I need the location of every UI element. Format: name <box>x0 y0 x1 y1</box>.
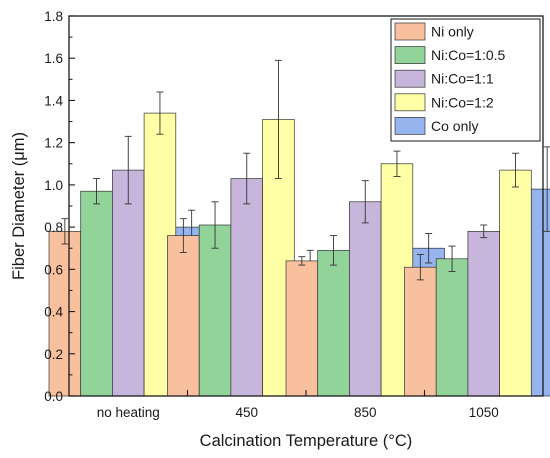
x-axis-title: Calcination Temperature (°C) <box>200 432 413 450</box>
y-tick-label: 0.8 <box>44 220 63 235</box>
bar <box>230 178 263 397</box>
bar <box>467 230 500 397</box>
legend-swatch <box>394 69 426 88</box>
x-axis: no heating 450 850 1050 <box>97 390 499 420</box>
bar <box>435 258 469 397</box>
y-tick-label: 1.6 <box>44 51 63 66</box>
y-tick-label: 0.6 <box>44 262 63 277</box>
bar <box>80 190 113 397</box>
bar <box>404 266 437 397</box>
bars-layer <box>48 59 550 397</box>
x-tick-label: 850 <box>354 405 377 420</box>
legend-swatch <box>394 93 426 112</box>
legend: Ni only Ni:Co=1:0.5 Ni:Co=1:1 Ni:Co=1:2 Co o… <box>390 18 541 142</box>
bar <box>285 260 319 397</box>
bar <box>349 201 382 397</box>
y-tick-label: 0.0 <box>44 389 63 404</box>
legend-swatch <box>394 46 426 64</box>
bar <box>499 169 532 397</box>
legend-swatch <box>394 22 426 41</box>
bar <box>48 230 82 397</box>
y-tick-label: 0.4 <box>44 305 63 320</box>
x-tick-label: no heating <box>97 405 160 420</box>
y-tick-label: 1.0 <box>44 178 63 193</box>
bar <box>317 249 350 397</box>
x-tick-label: 1050 <box>469 405 499 420</box>
bar <box>198 224 232 397</box>
y-tick-label: 1.8 <box>44 9 63 24</box>
y-tick-label: 1.4 <box>44 93 63 108</box>
y-axis-title: Fiber Diameter (μm) <box>10 132 28 280</box>
legend-label: Ni:Co=1:1 <box>431 71 494 87</box>
x-tick-label: 450 <box>235 405 258 420</box>
bar <box>167 235 200 397</box>
y-axis: 0.0 0.2 0.4 0.6 0.8 1.0 1.2 1.4 1.6 1.8 <box>44 9 75 404</box>
legend-label: Ni:Co=1:0.5 <box>431 47 506 63</box>
y-tick-label: 1.2 <box>44 136 63 151</box>
legend-swatch <box>394 117 426 135</box>
y-tick-label: 0.2 <box>44 347 63 362</box>
legend-label: Ni:Co=1:2 <box>431 94 494 110</box>
legend-label: Ni only <box>431 24 474 40</box>
legend-label: Co only <box>431 118 478 134</box>
